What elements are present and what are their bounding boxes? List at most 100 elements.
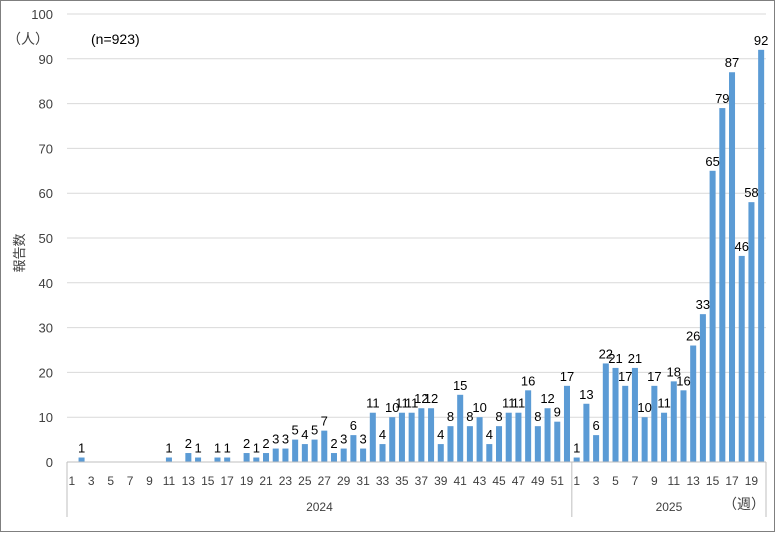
x-tick-label: 5 (612, 474, 619, 488)
bar (185, 453, 192, 462)
bar (437, 444, 444, 462)
bar (311, 439, 318, 462)
data-label: 2 (262, 436, 269, 451)
bar (544, 408, 551, 462)
x-tick-label: 3 (88, 474, 95, 488)
bar (408, 412, 415, 462)
bar (583, 403, 590, 462)
y-tick-label: 100 (31, 7, 53, 22)
bar (428, 408, 435, 462)
data-label: 10 (385, 400, 399, 415)
bar (738, 255, 745, 462)
data-label: 22 (599, 346, 613, 361)
y-axis-unit: （人） (7, 31, 49, 47)
bar (263, 453, 270, 462)
data-label: 12 (540, 391, 554, 406)
data-label: 1 (78, 441, 85, 456)
data-label: 4 (301, 427, 308, 442)
y-tick-label: 40 (39, 276, 53, 291)
data-label: 4 (486, 427, 493, 442)
gridlines (67, 13, 766, 418)
x-tick-label: 47 (512, 474, 526, 488)
x-tick-label: 19 (745, 474, 759, 488)
data-label: 3 (282, 432, 289, 447)
bar (680, 390, 687, 462)
data-label: 18 (667, 364, 681, 379)
bar (670, 381, 677, 462)
data-label: 1 (214, 441, 221, 456)
data-label: 12 (414, 391, 428, 406)
data-label: 1 (253, 441, 260, 456)
bar (292, 439, 299, 462)
x-tick-label: 15 (706, 474, 720, 488)
data-label: 3 (340, 432, 347, 447)
bar (224, 457, 231, 462)
x-tick-label: 19 (240, 474, 254, 488)
x-tick-label: 9 (146, 474, 153, 488)
bar (612, 367, 619, 462)
data-label: 7 (321, 414, 328, 429)
bar (321, 430, 328, 462)
bar (457, 394, 464, 462)
bar (466, 426, 473, 462)
bar (699, 314, 706, 462)
data-label: 11 (395, 396, 409, 411)
x-tick-label: 5 (107, 474, 114, 488)
x-tick-label: 9 (651, 474, 658, 488)
bar (758, 49, 765, 463)
x-tick-label: 13 (182, 474, 196, 488)
bar (340, 448, 347, 462)
bar (330, 453, 337, 462)
bar (301, 444, 308, 462)
x-tick-label: 27 (318, 474, 332, 488)
bar (631, 367, 638, 462)
data-label: 8 (495, 409, 502, 424)
x-tick-label: 51 (551, 474, 565, 488)
bar (719, 108, 726, 462)
bar (709, 170, 716, 463)
data-label: 16 (521, 373, 535, 388)
bar (253, 457, 260, 462)
bar (651, 385, 658, 462)
bar (418, 408, 425, 462)
data-label: 8 (466, 409, 473, 424)
x-tick-label: 29 (337, 474, 351, 488)
bar (563, 385, 570, 462)
data-label: 11 (657, 396, 671, 411)
data-label: 21 (628, 351, 642, 366)
data-labels: 1 1 2 1 1 1 2 1 2 3 35 4 572 363114101111121248158104… (78, 33, 768, 456)
x-tick-label: 39 (434, 474, 448, 488)
data-label: 6 (350, 418, 357, 433)
group-label: 2024 (306, 500, 333, 514)
x-tick-label: 1 (573, 474, 580, 488)
data-label: 15 (453, 378, 467, 393)
data-label: 12 (424, 391, 438, 406)
x-tick-label: 15 (201, 474, 215, 488)
x-tick-label: 11 (668, 474, 681, 488)
bar (748, 202, 755, 462)
data-label: 5 (292, 423, 299, 438)
data-label: 4 (437, 427, 444, 442)
y-tick-label: 50 (39, 231, 53, 246)
data-label: 46 (734, 239, 748, 254)
x-tick-label: 35 (395, 474, 409, 488)
data-label: 3 (359, 432, 366, 447)
data-label: 11 (502, 396, 516, 411)
x-tick-label: 21 (259, 474, 273, 488)
y-tick-label: 30 (39, 321, 53, 336)
data-label: 2 (330, 436, 337, 451)
bar (214, 457, 221, 462)
sample-size-annotation: (n=923) (91, 31, 140, 47)
bar (505, 412, 512, 462)
y-axis-title: 報告数 (12, 233, 27, 272)
bar (554, 421, 561, 462)
bar (573, 457, 580, 462)
bars (78, 49, 765, 463)
data-label: 8 (447, 409, 454, 424)
data-label: 65 (705, 154, 719, 169)
x-tick-label: 17 (725, 474, 739, 488)
bar (486, 444, 493, 462)
y-tick-label: 20 (39, 365, 53, 380)
